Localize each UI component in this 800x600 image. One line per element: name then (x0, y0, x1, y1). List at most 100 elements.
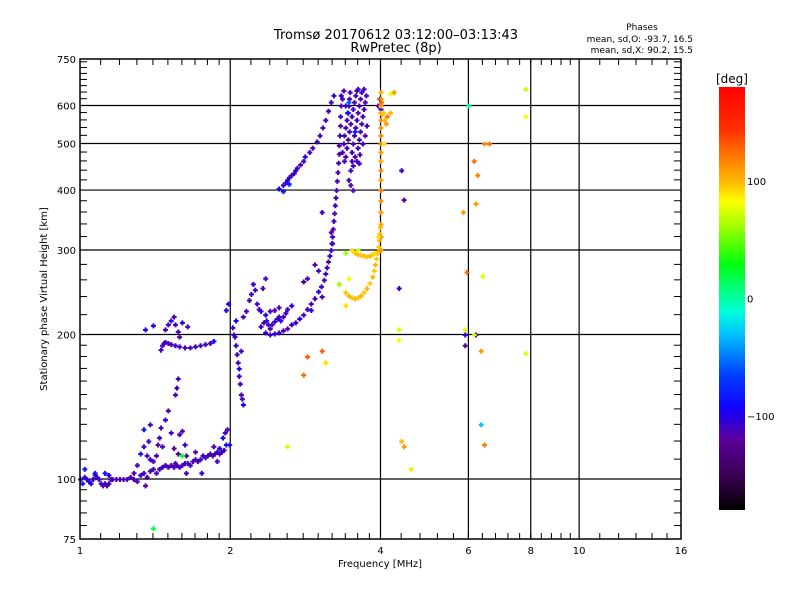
data-point-vbar (267, 322, 270, 328)
data-point-vbar (232, 332, 235, 338)
data-point (154, 470, 160, 476)
x-axis-label: Frequency [MHz] (338, 559, 422, 570)
data-point-vbar (364, 100, 367, 106)
data-point-vbar (184, 345, 187, 351)
data-point (231, 332, 237, 338)
data-point (276, 305, 282, 311)
data-point-vbar (136, 479, 139, 485)
data-point (128, 474, 134, 480)
data-point (285, 326, 291, 332)
data-point (361, 253, 367, 259)
data-point-vbar (324, 360, 327, 366)
data-point-vbar (181, 453, 184, 459)
data-point-vbar (483, 442, 486, 448)
data-point-vbar (380, 117, 382, 123)
data-point-vbar (328, 253, 331, 259)
data-point (293, 168, 299, 174)
data-point (263, 330, 269, 336)
data-point (379, 112, 385, 118)
data-point (338, 93, 344, 99)
data-point-vbar (339, 114, 342, 120)
data-point (258, 324, 264, 330)
data-point (134, 462, 140, 468)
data-point (523, 86, 529, 92)
data-point (471, 332, 477, 338)
data-point-vbar (256, 301, 259, 307)
data-point-vbar (239, 381, 242, 387)
data-point (475, 172, 481, 178)
data-point-vbar (357, 145, 360, 151)
data-point (359, 90, 365, 96)
data-point-vbar (337, 160, 340, 166)
data-point (378, 117, 384, 123)
data-point (323, 360, 329, 366)
data-point-vbar (227, 301, 230, 307)
data-point-vbar (358, 152, 361, 158)
data-point (236, 373, 242, 379)
data-point-vbar (352, 107, 355, 113)
data-point (391, 90, 397, 96)
data-point (92, 470, 98, 476)
data-point (324, 265, 330, 271)
data-point-vbar (282, 314, 285, 320)
data-point-vbar (400, 168, 403, 174)
data-point (378, 198, 384, 204)
data-point-vbar (330, 248, 333, 254)
data-point-vbar (380, 103, 382, 109)
data-point-vbar (352, 188, 355, 194)
data-point-vbar (92, 477, 95, 483)
data-point (235, 360, 241, 366)
data-point (301, 372, 307, 378)
data-point (362, 100, 368, 106)
data-point-vbar (338, 281, 341, 287)
data-point-vbar (320, 284, 323, 290)
data-point (361, 290, 367, 296)
data-point-vbar (240, 392, 243, 398)
data-point (220, 435, 226, 441)
data-point (364, 286, 370, 292)
data-point (332, 203, 338, 209)
data-point (344, 117, 350, 123)
data-point (88, 481, 94, 487)
data-point-vbar (181, 320, 184, 326)
data-point (326, 108, 332, 114)
chart-subtitle: RwPretec (8p) (350, 41, 441, 56)
data-point-vbar (360, 121, 363, 127)
data-point-vbar (389, 110, 392, 116)
data-point-vbar (191, 459, 194, 465)
y-tick-label: 750 (57, 55, 76, 66)
data-point-vbar (238, 373, 241, 379)
data-point-vbar (290, 172, 293, 178)
data-point (336, 281, 342, 287)
data-point-vbar (286, 326, 289, 332)
data-point-vbar (298, 316, 301, 322)
data-point-vbar (146, 453, 149, 459)
data-point-vbar (184, 442, 187, 448)
data-point-vbar (324, 271, 327, 277)
data-point (272, 319, 278, 325)
data-point (374, 256, 380, 262)
data-point (147, 422, 153, 428)
data-point-vbar (252, 281, 255, 287)
data-point (353, 93, 359, 99)
data-point (177, 334, 183, 340)
data-point-vbar (355, 117, 358, 123)
data-point-vbar (211, 453, 214, 459)
data-point (305, 354, 311, 360)
data-point (378, 177, 384, 183)
data-point-vbar (155, 453, 158, 459)
data-point (297, 316, 303, 322)
data-point-vbar (111, 477, 114, 483)
data-point (171, 446, 177, 452)
svg-text:mean, sd,X: 90.2, 15.5: mean, sd,X: 90.2, 15.5 (591, 46, 693, 56)
data-point (378, 107, 384, 113)
data-point (478, 422, 484, 428)
data-point-vbar (474, 201, 477, 207)
data-point (238, 392, 244, 398)
data-point (205, 453, 211, 459)
x-tick-label: 10 (573, 546, 586, 557)
data-point (370, 274, 376, 280)
data-point-vbar (327, 108, 330, 114)
data-point-vbar (144, 483, 147, 489)
data-point (349, 114, 355, 120)
